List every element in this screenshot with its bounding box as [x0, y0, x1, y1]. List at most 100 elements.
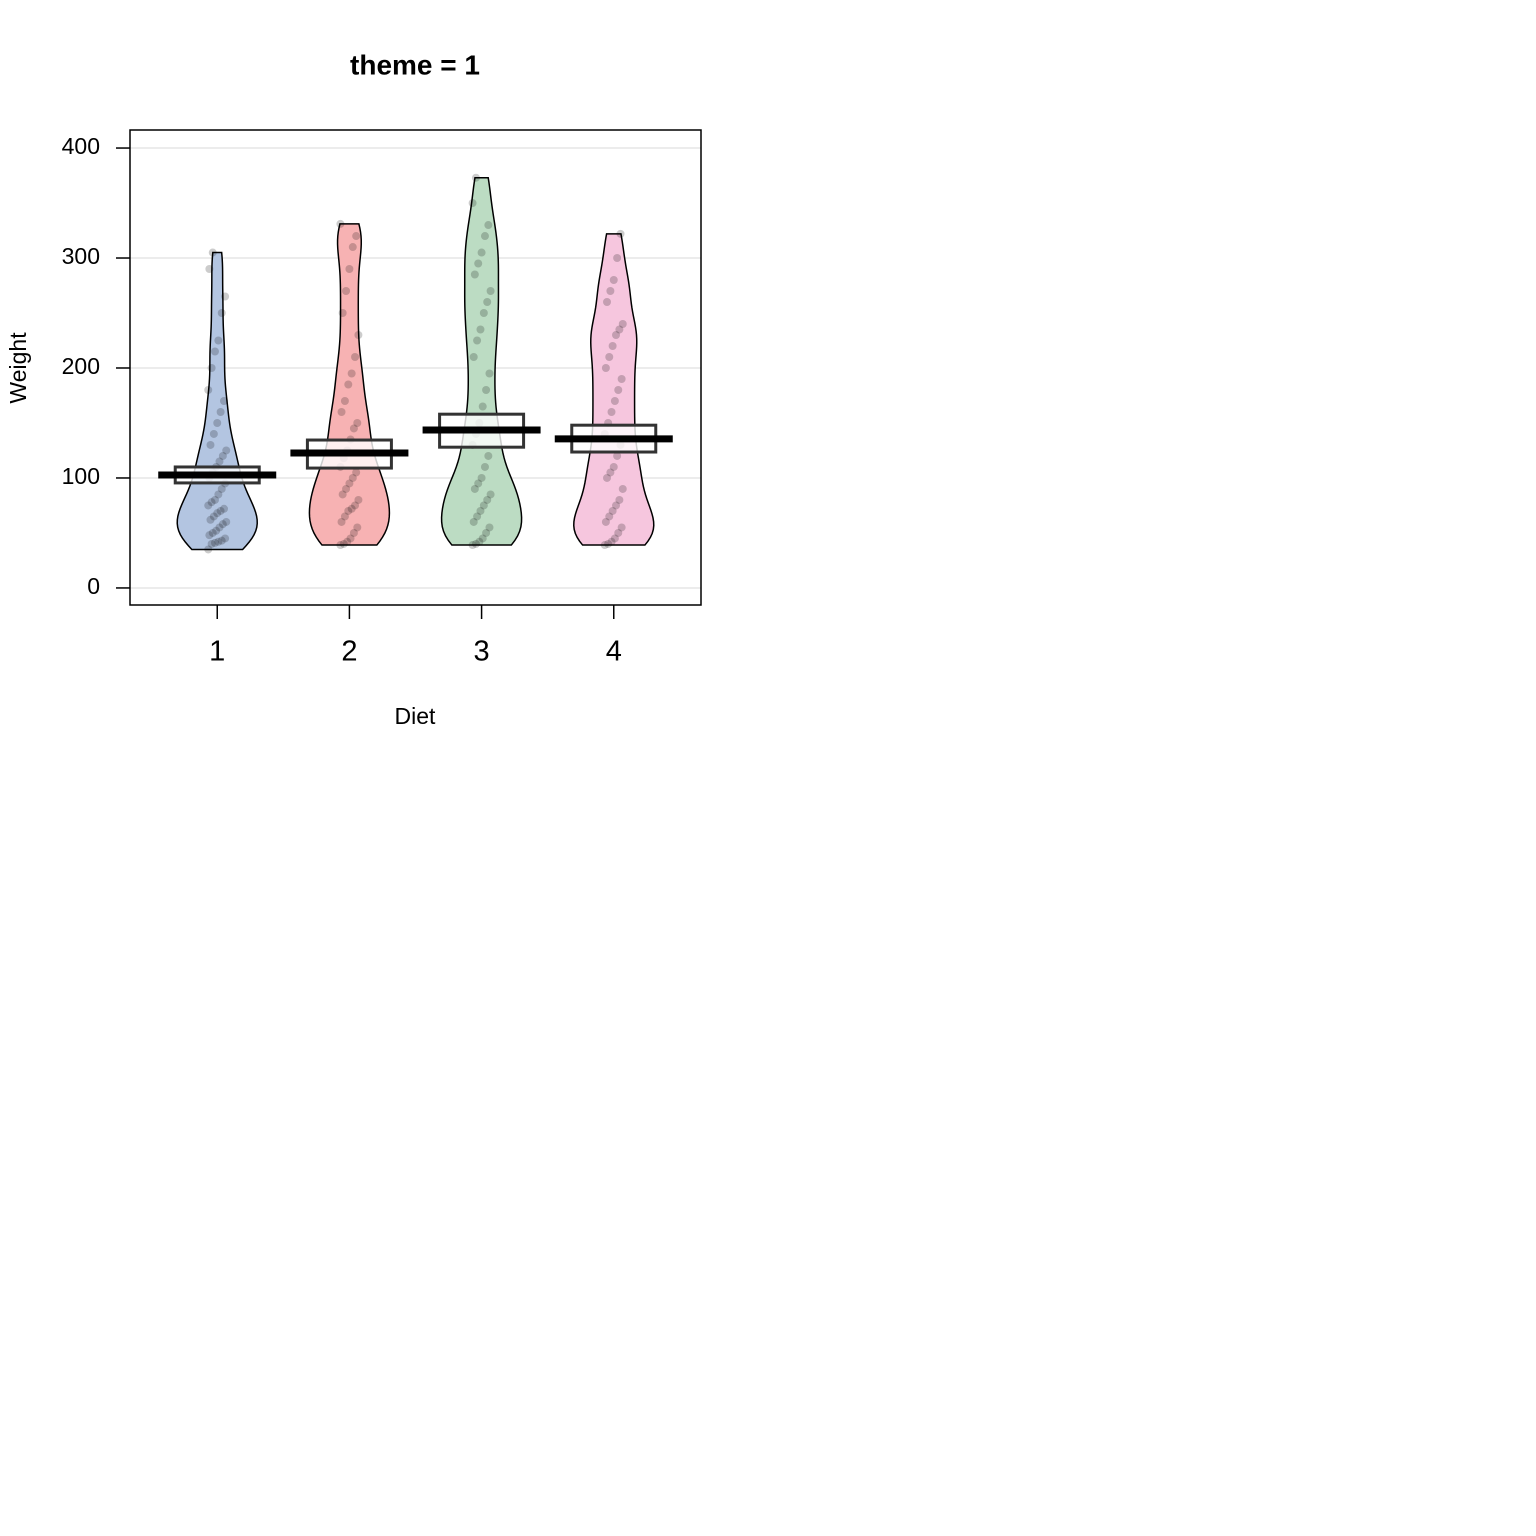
point	[480, 462, 489, 471]
point	[473, 336, 482, 345]
point	[344, 506, 353, 515]
point	[610, 396, 619, 405]
point	[486, 490, 495, 499]
point	[605, 352, 614, 361]
point	[615, 325, 624, 334]
point	[616, 229, 625, 238]
point	[345, 479, 354, 488]
point	[610, 534, 619, 543]
point	[217, 309, 226, 318]
point	[353, 418, 362, 427]
point	[474, 479, 483, 488]
point	[214, 537, 223, 546]
point	[609, 276, 618, 285]
point	[612, 331, 621, 340]
point	[207, 539, 216, 548]
point	[340, 512, 349, 521]
point	[338, 309, 347, 318]
point	[476, 325, 485, 334]
point	[343, 537, 352, 546]
point	[615, 495, 624, 504]
point	[484, 221, 493, 230]
point	[215, 523, 224, 532]
point	[214, 490, 223, 499]
violin	[440, 176, 523, 546]
point	[353, 523, 362, 532]
point	[344, 380, 353, 389]
point	[209, 512, 218, 521]
point	[612, 501, 621, 510]
point	[339, 539, 348, 548]
point	[208, 248, 217, 257]
point	[617, 374, 626, 383]
point	[217, 484, 226, 493]
point	[206, 440, 215, 449]
point	[608, 506, 617, 515]
point	[206, 515, 215, 524]
point	[479, 309, 488, 318]
point	[613, 254, 622, 263]
plot-frame	[129, 129, 702, 606]
point	[475, 537, 484, 546]
point	[614, 528, 623, 537]
point	[608, 341, 617, 350]
y-tick-label: 300	[62, 243, 100, 269]
point	[479, 501, 488, 510]
point	[221, 292, 230, 301]
point	[485, 523, 494, 532]
point	[205, 531, 214, 540]
point	[477, 473, 486, 482]
point	[222, 517, 231, 526]
point	[352, 468, 361, 477]
point	[337, 407, 346, 416]
point	[473, 512, 482, 521]
point	[486, 287, 495, 296]
point	[215, 457, 224, 466]
point	[342, 484, 351, 493]
y-tick-label: 200	[62, 353, 100, 379]
point	[336, 219, 345, 228]
x-tick-label: 4	[606, 636, 622, 668]
point	[340, 396, 349, 405]
point	[483, 298, 492, 307]
point	[221, 534, 230, 543]
point	[210, 538, 219, 547]
point	[352, 232, 361, 241]
point	[606, 468, 615, 477]
point	[476, 506, 485, 515]
point	[474, 259, 483, 268]
point	[205, 265, 214, 274]
point	[603, 298, 612, 307]
point	[212, 526, 221, 535]
point	[214, 336, 223, 345]
point	[607, 407, 616, 416]
point	[483, 495, 492, 504]
point	[348, 243, 357, 252]
point	[209, 429, 218, 438]
point	[471, 539, 480, 548]
point	[204, 545, 213, 554]
point	[600, 541, 609, 550]
point	[468, 541, 477, 550]
point	[469, 517, 478, 526]
point	[210, 347, 219, 356]
point	[218, 451, 227, 460]
point	[208, 528, 217, 537]
point	[618, 484, 627, 493]
y-axis-title: Weight	[5, 332, 31, 404]
point	[601, 363, 610, 372]
point	[351, 352, 360, 361]
chart-title: theme = 1	[350, 49, 480, 80]
point	[470, 270, 479, 279]
point	[345, 265, 354, 274]
point	[222, 446, 231, 455]
point	[354, 495, 363, 504]
point	[219, 504, 228, 513]
point	[207, 363, 216, 372]
point	[218, 520, 227, 529]
point	[337, 517, 346, 526]
point	[603, 473, 612, 482]
point	[204, 385, 213, 394]
point	[605, 512, 614, 521]
